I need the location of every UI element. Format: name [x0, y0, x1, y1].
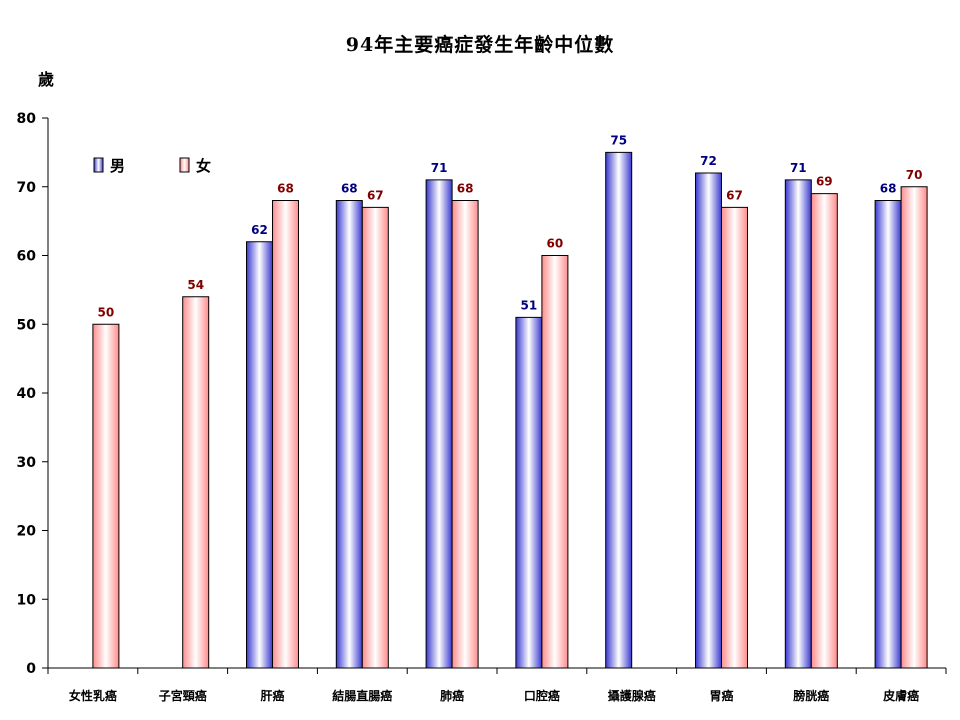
- data-label: 71: [431, 161, 448, 175]
- bar-male: [425, 179, 453, 669]
- data-label: 54: [187, 278, 204, 292]
- y-tick-label: 30: [17, 455, 37, 471]
- x-tick-label: 結腸直腸癌: [332, 688, 392, 703]
- bar-male: [335, 200, 363, 669]
- y-tick-label: 10: [17, 592, 37, 608]
- chart-title: 94年主要癌症發生年齡中位數: [345, 34, 615, 56]
- y-axis-label: 歲: [38, 70, 55, 89]
- bar-male: [874, 200, 902, 669]
- data-label: 67: [726, 188, 743, 202]
- x-tick-label: 胃癌: [709, 688, 733, 703]
- bar-female: [900, 186, 928, 669]
- data-label: 68: [880, 182, 897, 196]
- data-label: 67: [367, 188, 384, 202]
- data-label: 75: [610, 133, 627, 147]
- bar-male: [695, 172, 722, 669]
- data-label: 70: [906, 168, 923, 182]
- bars: [92, 151, 928, 669]
- y-tick-label: 80: [17, 111, 37, 127]
- legend-swatch-male: [93, 157, 104, 173]
- data-label: 50: [98, 305, 115, 319]
- data-label: 72: [700, 154, 717, 168]
- legend-swatch-female: [179, 157, 190, 173]
- y-tick-label: 50: [17, 317, 37, 333]
- data-labels: 62 68 71 51 75 72 71 68 50 54 68 67 68 60 67 69 70: [98, 133, 923, 319]
- bar-female: [810, 193, 838, 669]
- x-tick-label: 肺癌: [440, 688, 464, 703]
- x-tick-label: 子宮頸癌: [159, 688, 207, 703]
- y-tick-label: 70: [17, 180, 37, 196]
- data-label: 60: [547, 237, 564, 251]
- x-tick-label: 肝癌: [260, 688, 284, 703]
- bar-female: [361, 206, 389, 669]
- bar-female: [92, 323, 120, 669]
- bar-female: [721, 206, 748, 669]
- data-label: 51: [521, 298, 538, 312]
- x-tick-label: 攝護腺癌: [608, 688, 656, 703]
- legend-label-female: 女: [196, 157, 211, 175]
- legend: 男女: [93, 157, 211, 175]
- bar-male: [246, 241, 273, 669]
- y-tick-label: 60: [17, 249, 37, 265]
- y-tick-label: 20: [17, 524, 37, 540]
- bar-female: [541, 255, 569, 669]
- x-tick-label: 口腔癌: [524, 688, 560, 703]
- bar-male: [515, 316, 543, 669]
- x-tick-label: 女性乳癌: [69, 688, 117, 703]
- y-tick-label: 40: [17, 386, 37, 402]
- bar-female: [272, 200, 299, 669]
- bar-female: [451, 200, 479, 669]
- data-label: 68: [457, 182, 474, 196]
- data-label: 71: [790, 161, 807, 175]
- data-label: 62: [251, 223, 268, 237]
- data-label: 69: [816, 175, 833, 189]
- x-tick-label: 膀胱癌: [792, 688, 829, 703]
- bar-male: [784, 179, 812, 669]
- bar-female: [182, 296, 210, 669]
- x-tick-label: 皮膚癌: [882, 688, 919, 703]
- legend-label-male: 男: [110, 157, 125, 175]
- data-label: 68: [277, 182, 294, 196]
- y-tick-label: 0: [26, 661, 36, 677]
- bar-male: [605, 151, 633, 669]
- data-label: 68: [341, 182, 358, 196]
